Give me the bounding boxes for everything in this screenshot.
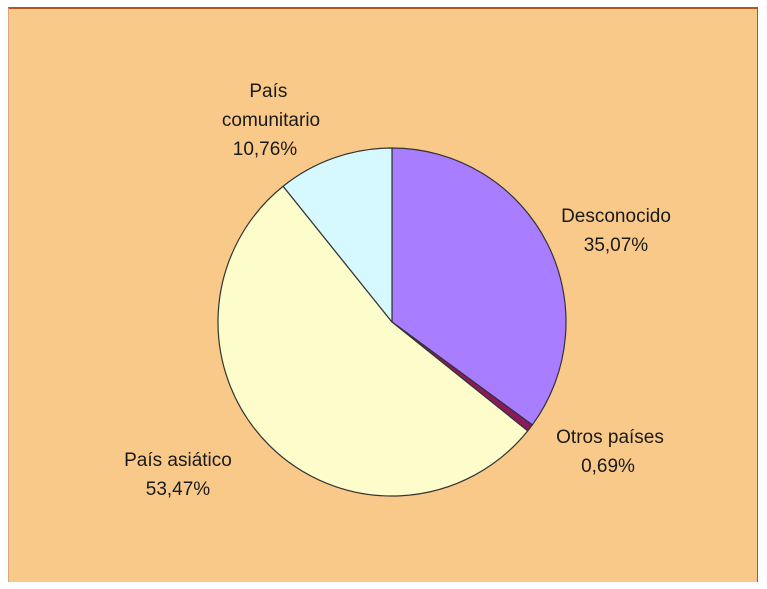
pie-slice-pais-asiatico [217, 185, 529, 497]
slice-label-desconocido: Desconocido [561, 206, 671, 227]
pie-slice-pais-comunitario [282, 147, 393, 323]
slice-label-otros-paises: Otros países [556, 427, 664, 448]
pie-slice-desconocido [391, 147, 567, 426]
slice-label-pais-asiatico: País asiático [124, 450, 232, 471]
pie-slices [217, 147, 567, 497]
slice-value-otros-paises: 0,69% [581, 456, 635, 477]
slice-value-pais-comunitario: 10,76% [233, 139, 298, 160]
slice-value-desconocido: 35,07% [584, 235, 649, 256]
slice-label-pais-comunitario: País comunitario [222, 81, 320, 131]
slice-value-pais-asiatico: 53,47% [146, 479, 211, 500]
